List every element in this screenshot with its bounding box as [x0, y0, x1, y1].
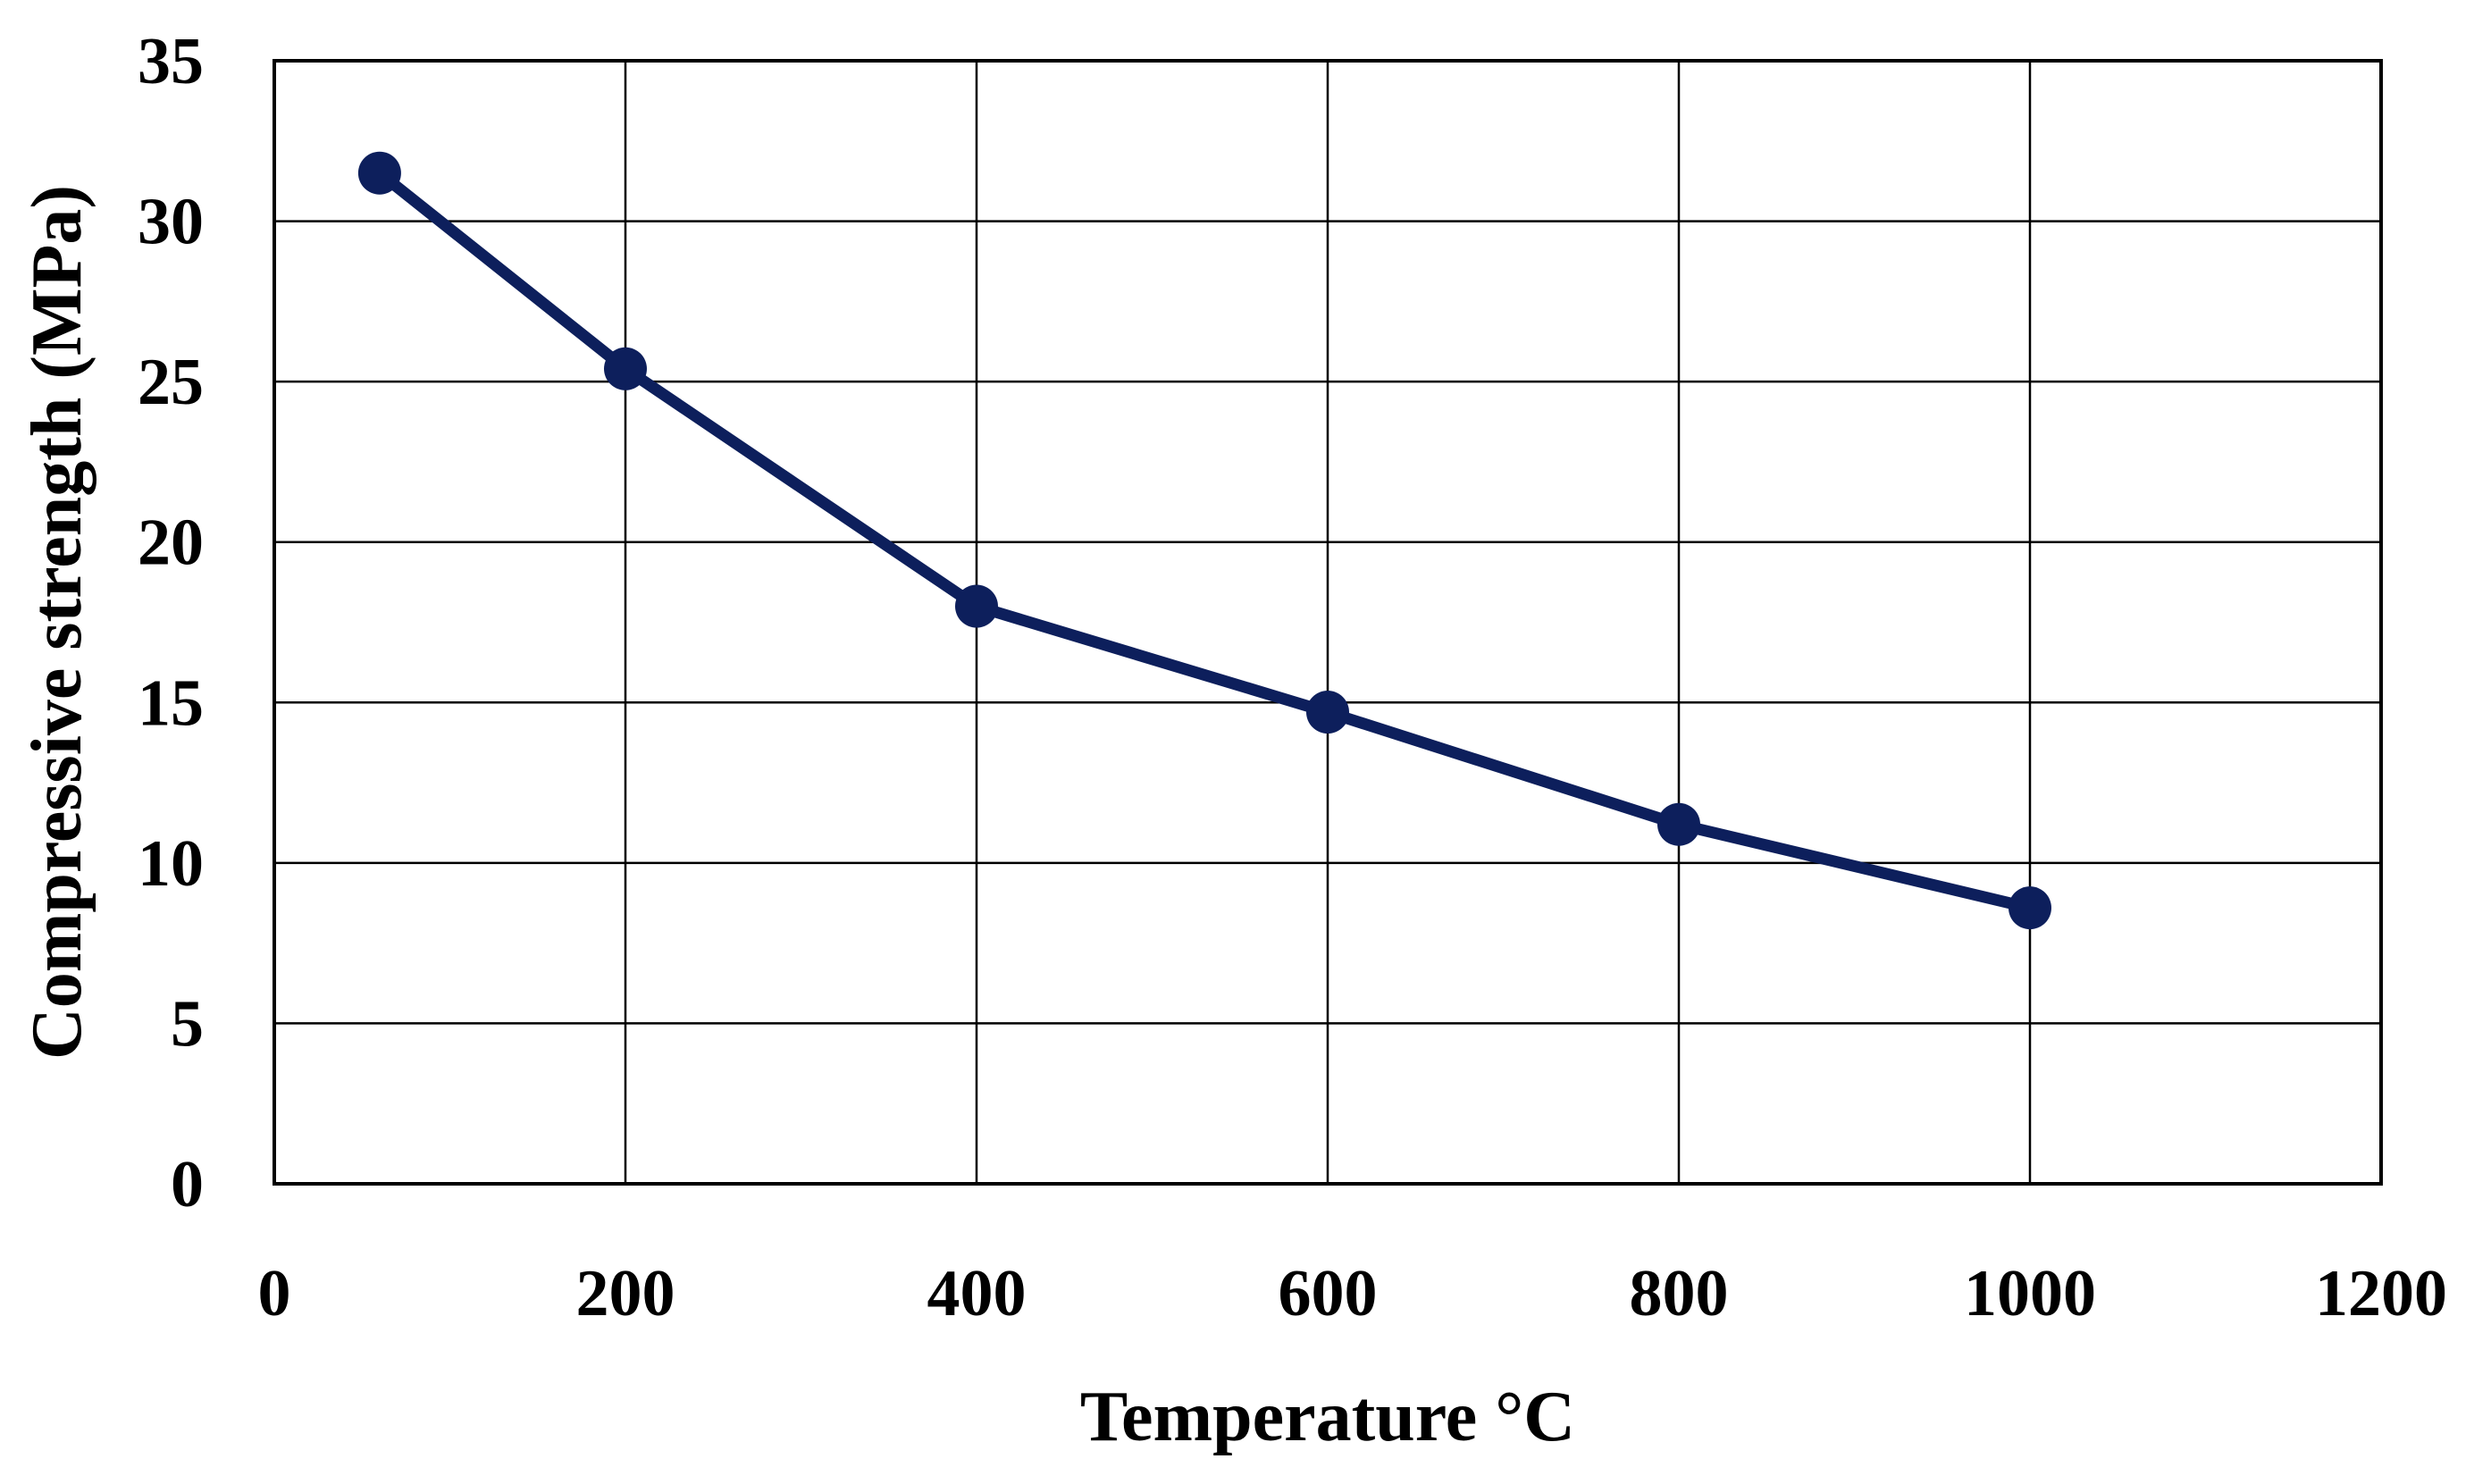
x-tick-label: 200 — [576, 1257, 675, 1330]
x-tick-label: 400 — [927, 1257, 1027, 1330]
data-point — [604, 347, 647, 390]
y-tick-label: 15 — [138, 667, 204, 740]
y-tick-label: 20 — [138, 507, 204, 580]
x-tick-label: 800 — [1630, 1257, 1729, 1330]
data-point — [357, 151, 401, 195]
x-axis-ticks: 0 200 400 600 800 1000 1200 — [258, 1257, 2448, 1330]
data-point — [1306, 691, 1349, 734]
x-tick-label: 1200 — [2315, 1257, 2447, 1330]
y-axis-title: Compressive strength (MPa) — [18, 185, 96, 1060]
series-group — [357, 151, 2051, 930]
plot-area-frame — [273, 59, 2383, 1186]
y-tick-label: 35 — [138, 25, 204, 98]
grid — [274, 61, 2381, 1184]
series-line — [373, 167, 2036, 914]
y-tick-label: 5 — [171, 987, 204, 1061]
data-point — [2009, 886, 2051, 930]
data-point — [1657, 802, 1700, 846]
x-tick-label: 1000 — [1964, 1257, 2096, 1330]
y-tick-label: 25 — [138, 346, 204, 419]
x-axis-title: Temperature °C — [1080, 1378, 1575, 1456]
x-tick-label: 600 — [1279, 1257, 1378, 1330]
data-point — [955, 584, 998, 628]
y-tick-label: 30 — [138, 186, 204, 259]
y-tick-label: 10 — [138, 827, 204, 901]
x-tick-label: 0 — [258, 1257, 291, 1330]
y-tick-label: 0 — [171, 1148, 204, 1221]
y-axis-ticks: 0 5 10 15 20 25 30 35 — [138, 25, 204, 1221]
